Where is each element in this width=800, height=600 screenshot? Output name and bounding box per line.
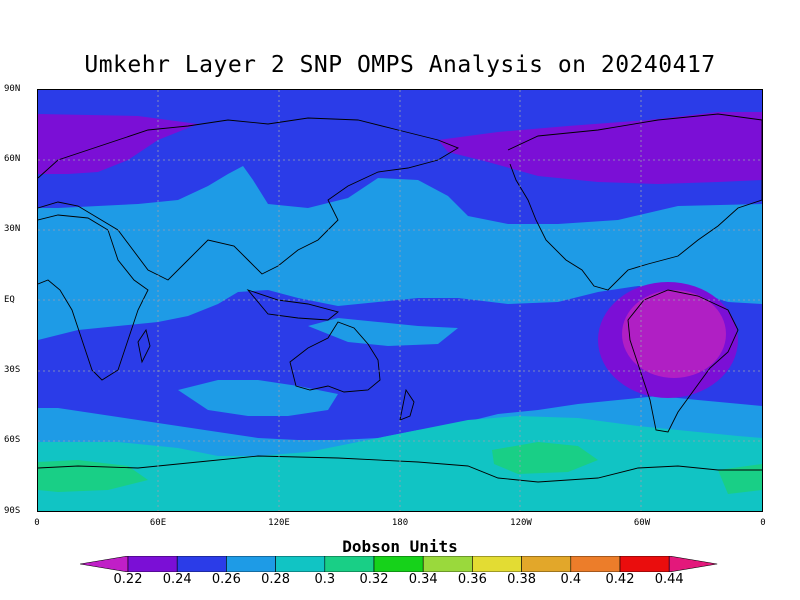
colorbar-tick-label: 0.42 [605, 572, 635, 587]
colorbar-tick-label: 0.38 [507, 572, 537, 587]
colorbar-box [570, 556, 621, 572]
band-antarctic-0.30 [38, 416, 762, 511]
coastlines [38, 113, 762, 483]
lat-tick-30n: 30N [4, 224, 21, 234]
colorbar-tick-label: 0.36 [457, 572, 487, 587]
band-antarctic-0.32-b [492, 442, 598, 474]
colorbar-tick-label: 0.24 [162, 572, 192, 587]
map-canvas [38, 90, 762, 511]
colorbar-tick-label: 0.32 [359, 572, 389, 587]
colorbar-max-triangle [668, 556, 718, 572]
colorbar-tick-label: 0.3 [314, 572, 336, 587]
lat-tick-60n: 60N [4, 154, 21, 164]
colorbar-box [226, 556, 276, 572]
colorbar-box [472, 556, 522, 572]
contour-map [37, 89, 763, 512]
colorbar-box [127, 556, 178, 572]
band-antarctic-0.32-c [718, 464, 762, 494]
lon-tick-0-east: 0 [760, 518, 766, 528]
map-title: Umkehr Layer 2 SNP OMPS Analysis on 2024… [84, 52, 716, 78]
colorbar-box [324, 556, 375, 572]
gridlines [38, 90, 762, 511]
lat-tick-90n: 90N [4, 84, 21, 94]
lat-tick-30s: 30S [4, 365, 21, 375]
colorbar-tick-label: 0.44 [654, 572, 684, 587]
colorbar-min-triangle [80, 556, 129, 572]
lat-tick-60s: 60S [4, 435, 21, 445]
colorbar-tick-label: 0.34 [408, 572, 438, 587]
colorbar [80, 556, 718, 572]
colorbar-title: Dobson Units [342, 537, 458, 556]
colorbar-box [373, 556, 424, 572]
colorbar-box [275, 556, 326, 572]
sa-low-0.22 [622, 290, 726, 378]
lon-tick-180: 180 [391, 518, 409, 528]
lon-tick-0: 0 [34, 518, 40, 528]
lon-tick-60w: 60W [633, 518, 651, 528]
lat-tick-90s: 90S [4, 506, 21, 516]
lon-tick-120e: 120E [268, 518, 290, 528]
lon-tick-60e: 60E [149, 518, 167, 528]
colorbar-box [619, 556, 670, 572]
colorbar-box [521, 556, 572, 572]
lat-tick-eq: EQ [4, 295, 15, 305]
colorbar-tick-label: 0.4 [560, 572, 582, 587]
band-antarctic-0.32 [38, 460, 148, 492]
lon-tick-120w: 120W [510, 518, 532, 528]
band-tropic-0.28-gap [178, 380, 338, 416]
colorbar-tick-label: 0.26 [211, 572, 241, 587]
colorbar-box [422, 556, 473, 572]
band-arctic-0.24-west [438, 112, 762, 184]
colorbar-box [176, 556, 227, 572]
colorbar-tick-label: 0.22 [113, 572, 143, 587]
colorbar-tick-label: 0.28 [261, 572, 291, 587]
